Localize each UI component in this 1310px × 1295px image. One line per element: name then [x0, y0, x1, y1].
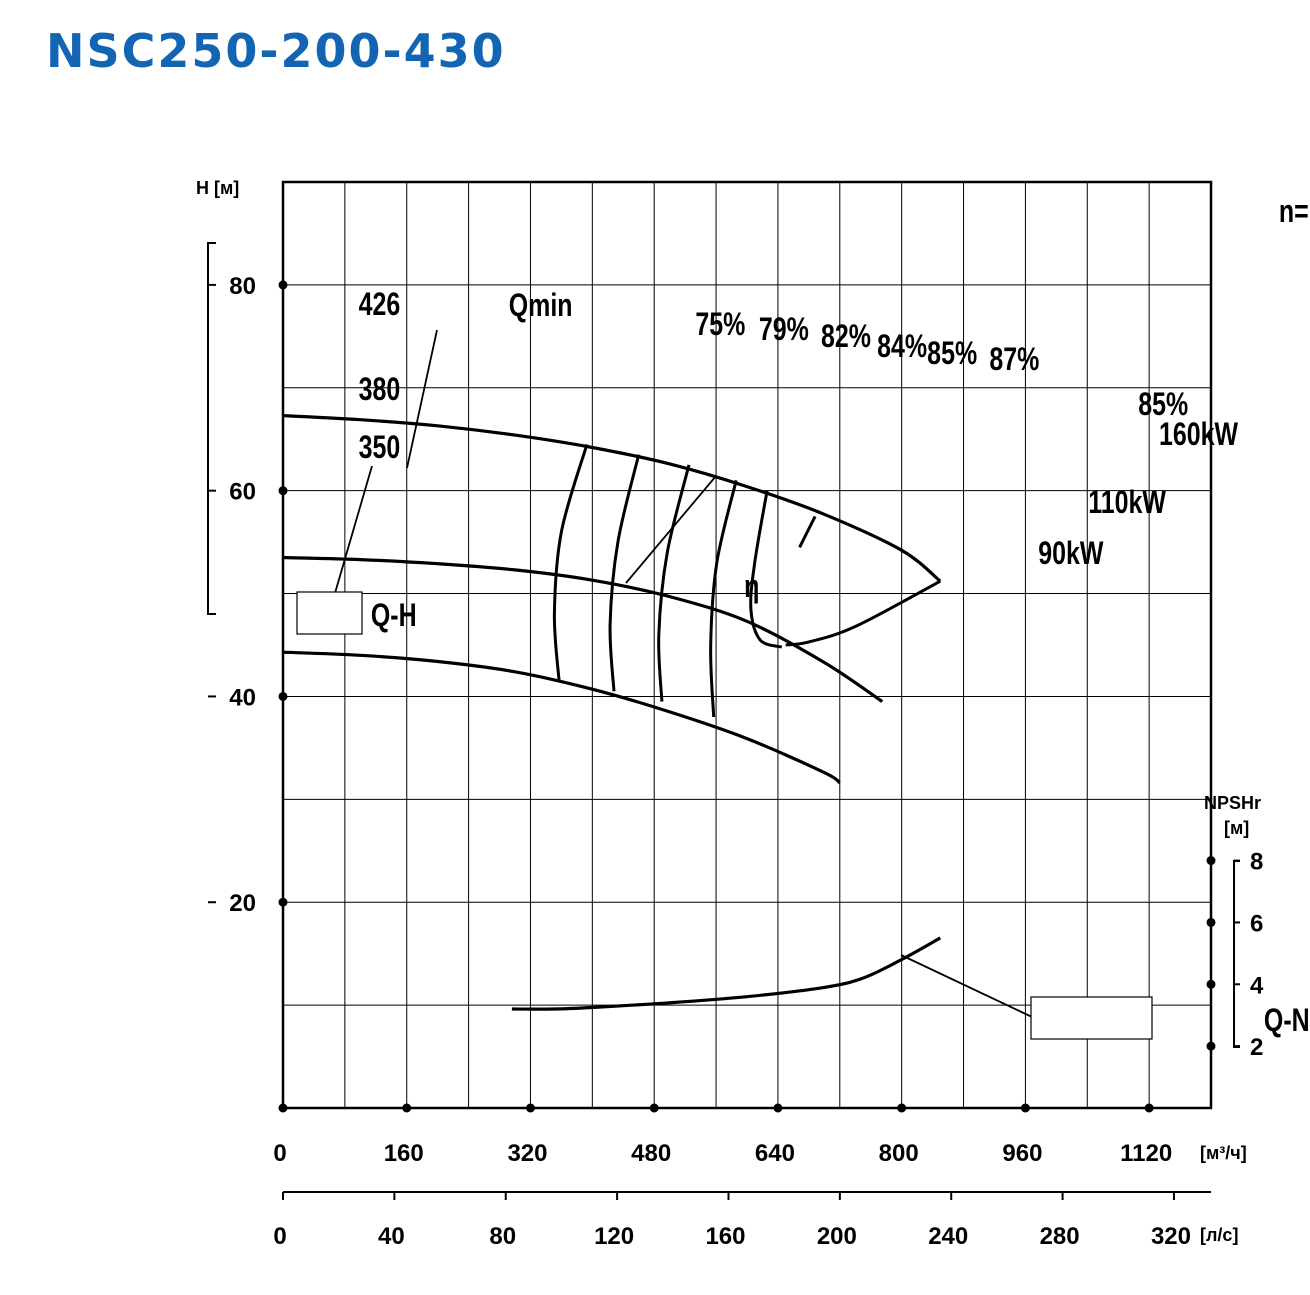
npsh-tick-dot [1206, 856, 1216, 866]
h-tick-label: 20 [229, 890, 256, 917]
h-tick-label: 60 [229, 479, 256, 506]
x2-tick-label: 120 [594, 1223, 634, 1250]
efficiency-curve [785, 579, 942, 647]
efficiency-leader [625, 475, 717, 584]
npsh-tick-label: 2 [1250, 1034, 1263, 1061]
x-tick-label: 1120 [1120, 1140, 1172, 1167]
h-tick-label: 40 [229, 684, 256, 711]
qmin-label: Qmin [509, 288, 573, 324]
h-tick-dot [278, 486, 288, 496]
efficiency-label: 87% [989, 342, 1039, 378]
efficiency-label: 85% [927, 336, 977, 372]
efficiency-symbol: η [744, 569, 759, 605]
x-tick-label: 960 [1002, 1140, 1042, 1167]
efficiency-curve [657, 464, 691, 702]
efficiency-label: 84% [877, 329, 927, 365]
grid-lines [283, 182, 1211, 1108]
npsh-tick-label: 8 [1250, 849, 1263, 876]
x-tick-label: 480 [631, 1140, 671, 1167]
qh-curve-350 [282, 650, 841, 785]
power-label: 90kW [1038, 536, 1104, 572]
x2-tick-label: 40 [378, 1223, 405, 1250]
x-tick-label: 320 [507, 1140, 547, 1167]
power-label: 160kW [1159, 417, 1239, 453]
npsh-curve [511, 936, 942, 1011]
efficiency-curve [798, 515, 817, 548]
x-axis-unit: [м³/ч] [1200, 1143, 1247, 1163]
power-label: 110kW [1088, 485, 1166, 521]
npsh-tick-dot [1206, 917, 1216, 927]
chart-title: NSC250-200-430 [46, 24, 506, 78]
npsh-axis-label: NPSHr [1204, 793, 1261, 813]
x2-tick-label: 280 [1040, 1223, 1080, 1250]
qh-leader [332, 465, 373, 601]
plot-frame [281, 180, 1213, 1110]
x-tick-label: 640 [755, 1140, 795, 1167]
h-tick-dot [278, 691, 288, 701]
npsh-leader [900, 954, 1033, 1018]
h-axis-bracket [207, 242, 216, 615]
x-tick-dot [278, 1103, 288, 1113]
npsh-tick-label: 6 [1250, 910, 1263, 937]
efficiency-label: 82% [821, 319, 871, 355]
efficiency-curve [608, 454, 641, 692]
x-tick-dot [1020, 1103, 1030, 1113]
curves [282, 329, 1033, 1018]
impeller-label-380: 380 [359, 372, 401, 408]
h-axis-label: H [м] [196, 178, 239, 198]
efficiency-label: 75% [695, 307, 745, 343]
qh-curve-380 [282, 555, 884, 703]
efficiency-label: 79% [759, 312, 809, 348]
x2-tick-label: 0 [273, 1223, 286, 1250]
npsh-tick-dot [1206, 979, 1216, 989]
qh-label: Q-H [371, 598, 417, 634]
x2-tick-label: 80 [489, 1223, 516, 1250]
npsh-label-box [1030, 996, 1153, 1040]
efficiency-curve [552, 443, 589, 682]
x-tick-label: 0 [273, 1140, 286, 1167]
x-tick-dot [773, 1103, 783, 1113]
npsh-axis-unit: [м] [1224, 818, 1249, 838]
h-tick-dot [278, 280, 288, 290]
x-tick-dot [1144, 1103, 1154, 1113]
qh-curve-426 [282, 414, 942, 583]
x-tick-label: 160 [384, 1140, 424, 1167]
h-tick-dot [278, 897, 288, 907]
x2-tick-label: 240 [928, 1223, 968, 1250]
qmin-leader [406, 329, 438, 469]
x-tick-label: 800 [879, 1140, 919, 1167]
efficiency-curve [709, 480, 738, 718]
impeller-label-426: 426 [359, 287, 401, 323]
x-tick-dot [402, 1103, 412, 1113]
npsh-tick-label: 4 [1250, 972, 1264, 999]
x2-tick-label: 200 [817, 1223, 857, 1250]
speed-label: n=1480r/min [1279, 194, 1310, 230]
efficiency-curve [749, 490, 783, 649]
x-tick-dot [525, 1103, 535, 1113]
x-axis-secondary-unit: [л/с] [1200, 1225, 1238, 1245]
x2-tick-label: 160 [705, 1223, 745, 1250]
npsh-axis-bracket [1233, 860, 1240, 1048]
npsh-tick-dot [1206, 1041, 1216, 1051]
x-tick-dot [897, 1103, 907, 1113]
h-tick-label: 80 [229, 273, 256, 300]
qh-label-box [296, 591, 363, 635]
x-tick-dot [649, 1103, 659, 1113]
x2-tick-label: 320 [1151, 1223, 1191, 1250]
efficiency-label: 85% [1138, 387, 1188, 423]
impeller-label-350: 350 [359, 430, 401, 466]
npsh-label: Q-NPSHr [1264, 1003, 1310, 1039]
